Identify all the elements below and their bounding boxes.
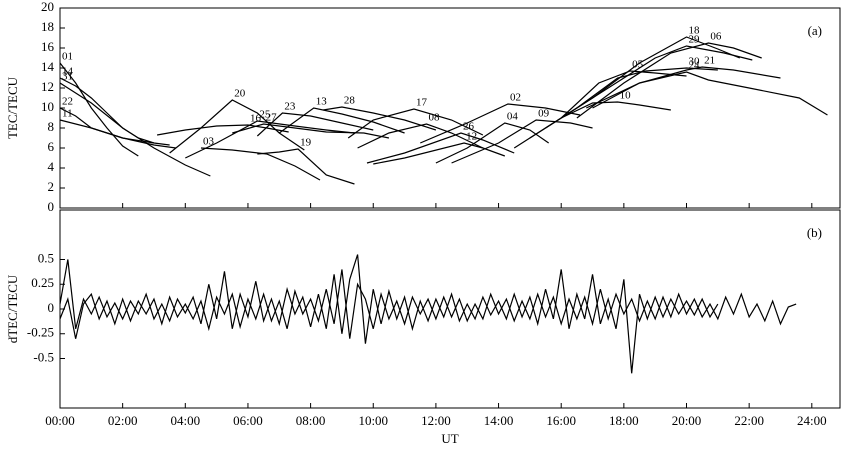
series-label: 25 [259,109,271,121]
y-tick-label: -0.5 [33,349,54,364]
series-line [232,123,390,139]
series-label: 10 [620,90,632,102]
series-line [576,42,762,119]
y-tick-label: 18 [41,19,54,34]
y-tick-label: 0 [48,199,55,214]
series-line [59,119,170,146]
x-tick-label: 12:00 [421,413,451,428]
y-tick-label: 0.25 [31,275,54,290]
y-tick-label: 4 [48,159,55,174]
x-tick-label: 20:00 [672,413,702,428]
y-tick-label: 20 [41,0,54,14]
y-tick-label: 8 [48,119,55,134]
series-line [560,45,753,119]
x-tick-label: 16:00 [546,413,576,428]
x-tick-label: 10:00 [358,413,388,428]
x-tick-label: 22:00 [734,413,764,428]
series-label: 31 [62,71,73,83]
y-tick-label: 16 [41,39,55,54]
x-tick-label: 24:00 [797,413,827,428]
series-label: 28 [344,95,356,107]
series-label: 14 [62,66,74,78]
y-tick-label: 14 [41,59,55,74]
series-line [366,132,515,164]
x-tick-label: 08:00 [296,413,326,428]
series-label: 29 [689,34,701,46]
y-tick-label: 6 [48,139,55,154]
series-label: 01 [62,51,73,63]
series-label: 21 [704,55,715,67]
series-line [323,106,437,131]
panel-label: (a) [808,23,822,38]
series-line [157,124,289,136]
series-label: 20 [234,88,246,100]
panel-label: (b) [807,225,822,240]
y-tick-label: -0.25 [27,325,54,340]
series-line [256,112,374,137]
panel-a-frame [59,7,841,209]
series-line [373,142,506,165]
y-tick-label: 10 [41,99,54,114]
series-label: 18 [689,25,701,37]
series-label: 22 [62,96,73,108]
series-line [278,107,405,134]
x-tick-label: 02:00 [108,413,138,428]
series-line [59,82,211,177]
series-line [586,71,828,116]
y-tick-label: 0.5 [38,250,54,265]
series-line [169,99,305,154]
series-label: 23 [284,101,296,113]
series-line [420,103,581,144]
series-line [59,62,139,157]
series-line [257,148,355,185]
series-label: 16 [250,113,262,125]
series-line [451,119,593,164]
series-label: 09 [538,108,550,120]
series-label: 06 [710,31,722,43]
x-tick-label: 18:00 [609,413,639,428]
series-label: 02 [510,92,521,104]
series-line [200,147,321,181]
series-line [560,101,671,119]
series-label: 04 [507,111,519,123]
x-tick-label: 00:00 [45,413,75,428]
series-line [59,269,797,339]
series-label: 27 [266,112,278,124]
series-label: 17 [416,97,428,109]
series-label: 11 [62,108,73,120]
series-line [59,107,176,149]
series-label: 24 [689,60,701,72]
series-line [59,254,719,374]
x-tick-label: 06:00 [233,413,263,428]
y-axis-label: TEC/TECU [5,76,20,139]
series-label: 08 [429,112,441,124]
panel-b-frame [59,209,841,409]
series-label: 13 [316,96,328,108]
series-line [357,123,484,149]
series-label: 30 [689,56,701,68]
y-tick-label: 0 [48,300,55,315]
y-tick-label: 2 [48,179,55,194]
series-line [185,120,355,159]
x-tick-label: 04:00 [170,413,200,428]
series-label: 26 [463,121,475,133]
series-label: 19 [300,137,312,149]
series-label: 12 [466,131,477,143]
y-axis-label: dTEC/TECU [5,274,20,343]
y-tick-label: 12 [41,79,54,94]
x-tick-label: 14:00 [484,413,514,428]
x-axis-label: UT [441,431,458,446]
series-label: 03 [203,136,215,148]
